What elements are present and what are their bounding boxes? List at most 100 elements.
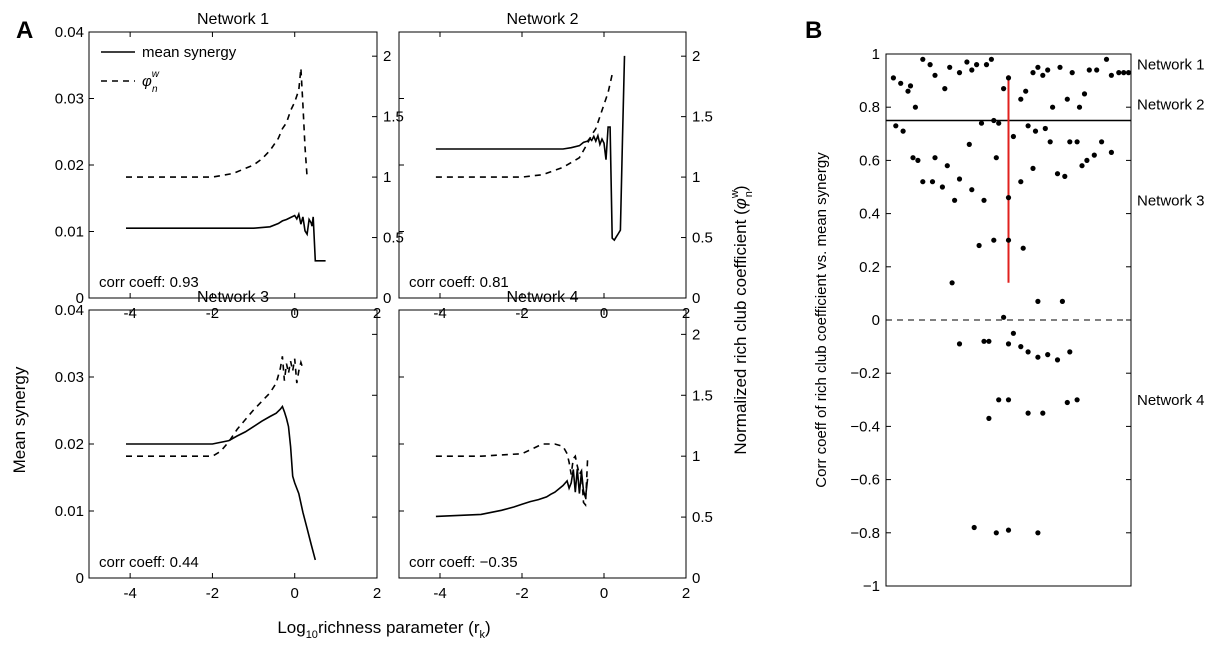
y2-tick-label: 1 xyxy=(692,169,700,186)
scatter-point xyxy=(956,341,963,347)
scatter-point xyxy=(1035,354,1041,360)
scatter-point xyxy=(964,59,970,65)
scatter-point xyxy=(981,197,987,203)
scatter-point xyxy=(1054,357,1061,363)
y-tick-label: 0.03 xyxy=(55,91,84,108)
y2-tick-label: 0.5 xyxy=(383,230,404,247)
series-line-rich-club xyxy=(126,68,308,178)
scatter-point xyxy=(939,184,946,190)
scatter-point xyxy=(1010,330,1017,336)
scatter-point xyxy=(1079,163,1085,169)
scatter-point xyxy=(956,70,963,76)
plot-frame xyxy=(398,309,687,579)
scatter-point xyxy=(1108,149,1114,155)
scatter-point xyxy=(1042,125,1048,132)
plot-panel-b: −1 −0.8 −0.6 −0.4 −0.2 0 0.2 0.4 0.6 0.8 1 Corr coe… xyxy=(813,46,1205,595)
y-axis-label-right: Normalized rich club coefficient (φw n) xyxy=(729,185,755,454)
corr-coeff-annotation: corr coeff: 0.81 xyxy=(409,274,509,291)
y-tick-label: 0.4 xyxy=(859,206,880,223)
y2-tick-label: 1.5 xyxy=(692,387,713,404)
scatter-point xyxy=(952,197,958,203)
scatter-point xyxy=(1067,139,1073,145)
scatter-point xyxy=(1084,157,1090,163)
y-tick-label: 0 xyxy=(76,290,84,307)
scatter-point xyxy=(1064,399,1070,406)
scatter-point xyxy=(1005,341,1012,347)
x-tick-label: -4 xyxy=(433,585,446,602)
y-tick-label: −0.2 xyxy=(850,365,880,382)
y-tick-label: 0.02 xyxy=(55,157,84,174)
scatter-point xyxy=(1069,70,1075,76)
scatter-point xyxy=(1035,530,1041,536)
scatter-point xyxy=(1005,75,1012,81)
series-line-mean-synergy xyxy=(435,55,626,242)
scatter-point xyxy=(893,123,899,129)
y-tick-label: 0.02 xyxy=(55,436,84,453)
scatter-point xyxy=(1001,314,1007,320)
scatter-point xyxy=(1067,349,1073,355)
plot-title: Network 2 xyxy=(506,11,578,28)
scatter-point xyxy=(1064,96,1070,102)
y-tick-label: −1 xyxy=(863,578,880,595)
scatter-point xyxy=(991,237,997,243)
group-label: Network 2 xyxy=(1137,97,1205,114)
scatter-point xyxy=(932,155,938,161)
panel-label-a: A xyxy=(16,17,33,44)
scatter-point xyxy=(910,155,916,161)
y2-tick-label: 0 xyxy=(692,290,700,307)
scatter-point xyxy=(991,117,997,124)
scatter-point xyxy=(1050,104,1056,110)
scatter-point xyxy=(1005,237,1012,243)
scatter-point xyxy=(1076,104,1083,110)
scatter-point xyxy=(929,179,936,185)
corr-coeff-annotation: corr coeff: −0.35 xyxy=(409,554,518,571)
scatter-point xyxy=(1121,70,1127,76)
scatter-point xyxy=(976,242,982,249)
scatter-point xyxy=(986,415,992,421)
scatter-point xyxy=(912,104,919,110)
x-tick-label: 0 xyxy=(291,585,299,602)
scatter-point xyxy=(1020,245,1026,251)
plot-title: Network 3 xyxy=(197,289,269,306)
scatter-point xyxy=(1005,527,1012,533)
y-tick-label: 0 xyxy=(872,312,880,329)
scatter-point xyxy=(1047,139,1053,145)
scatter-point xyxy=(1032,128,1039,134)
scatter-point xyxy=(1010,133,1017,140)
x-tick-label: 2 xyxy=(373,585,381,602)
y-tick-label: 0.04 xyxy=(55,24,84,41)
y2-tick-label: 2 xyxy=(692,326,700,343)
scatter-point xyxy=(981,338,987,344)
plot-title: Network 4 xyxy=(506,289,578,306)
scatter-point xyxy=(890,75,897,81)
scatter-point xyxy=(905,88,911,94)
scatter-point xyxy=(1116,70,1122,76)
scatter-point xyxy=(974,62,980,68)
scatter-point xyxy=(1045,352,1051,358)
scatter-point xyxy=(996,120,1002,126)
scatter-point xyxy=(966,141,972,147)
y2-tick-label: 0.5 xyxy=(692,230,713,247)
scatter-point xyxy=(1001,86,1007,92)
scatter-point xyxy=(1074,397,1080,403)
series-line-mean-synergy xyxy=(126,404,317,561)
scatter-point xyxy=(1091,152,1097,158)
scatter-point xyxy=(971,524,977,531)
scatter-point xyxy=(1062,173,1068,179)
plot-title: Network 1 xyxy=(197,11,269,28)
scatter-point xyxy=(1045,67,1051,73)
x-tick-label: -2 xyxy=(206,585,219,602)
scatter-point xyxy=(1108,72,1114,78)
scatter-point xyxy=(927,62,933,68)
scatter-point xyxy=(1040,72,1046,78)
scatter-point xyxy=(969,187,975,193)
series-line-rich-club xyxy=(126,356,304,458)
scatter-point xyxy=(1025,123,1031,129)
y2-tick-label: 1.5 xyxy=(383,109,404,126)
y2-tick-label: 0 xyxy=(692,570,700,587)
scatter-point xyxy=(944,163,950,169)
scatter-point xyxy=(920,179,926,185)
